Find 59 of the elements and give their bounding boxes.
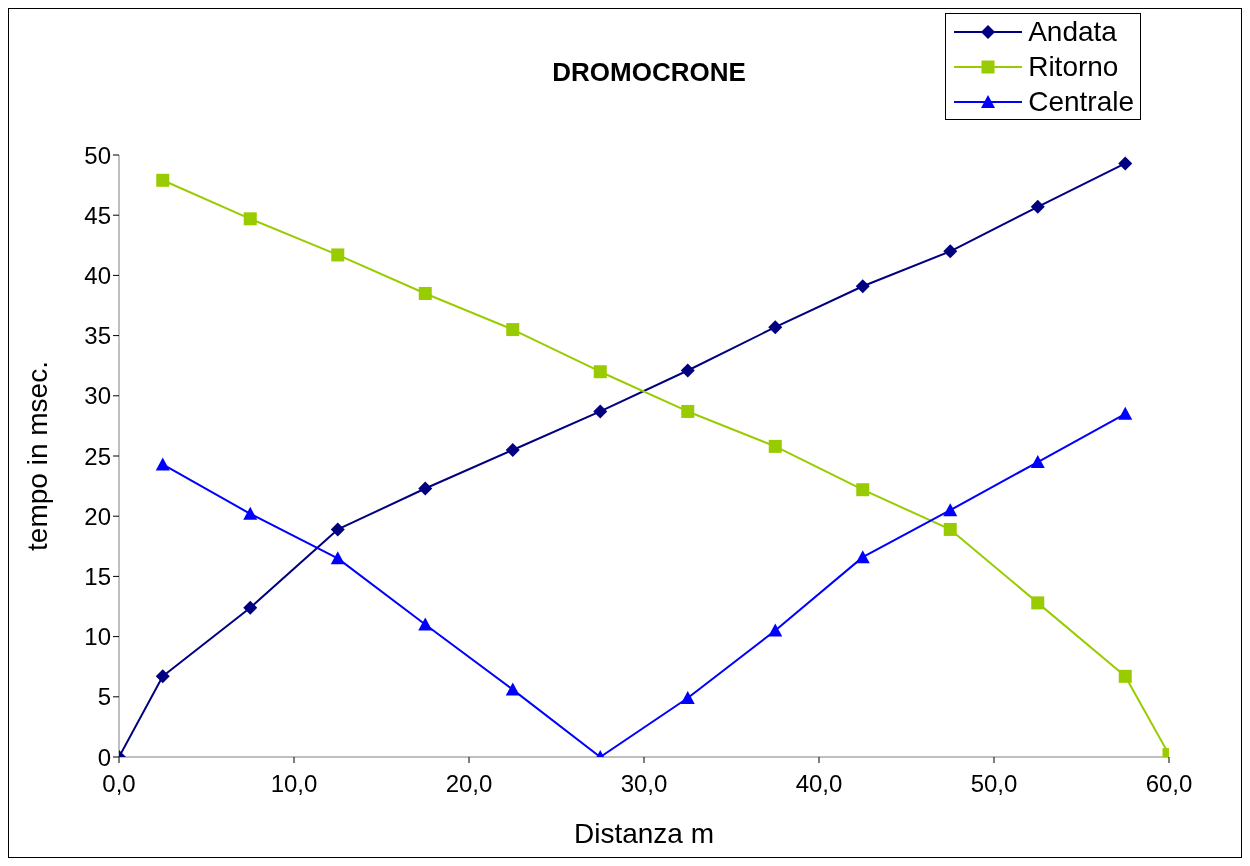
point [768, 320, 783, 335]
point [1030, 455, 1045, 469]
legend-label: Centrale [1028, 85, 1134, 119]
y-tick-label: 30 [84, 382, 111, 410]
point [943, 522, 957, 536]
y-tick-label: 5 [97, 683, 111, 711]
x-tick-label: 0,0 [102, 770, 136, 798]
point [943, 244, 958, 259]
legend-label: Ritorno [1028, 50, 1119, 84]
point [943, 503, 958, 517]
chart-title: DROMOCRONE [551, 57, 747, 88]
point [855, 279, 870, 294]
point [243, 506, 258, 520]
point [331, 248, 345, 262]
x-tick-label: 30,0 [620, 770, 668, 798]
point [418, 286, 432, 300]
point [593, 365, 607, 379]
point [1118, 156, 1133, 171]
point [155, 669, 170, 684]
x-tick-label: 60,0 [1145, 770, 1193, 798]
point [1031, 596, 1045, 610]
x-tick-label: 10,0 [270, 770, 318, 798]
point [681, 404, 695, 418]
y-tick-label: 10 [84, 623, 111, 651]
point [505, 442, 520, 457]
y-tick-label: 25 [84, 442, 111, 470]
y-tick-label: 35 [84, 322, 111, 350]
point [593, 404, 608, 419]
legend-label: Andata [1028, 15, 1117, 49]
point [768, 439, 782, 453]
x-tick-label: 50,0 [970, 770, 1018, 798]
point [505, 682, 520, 696]
x-axis-title: Distanza m [573, 818, 715, 849]
point [768, 623, 783, 637]
point [680, 363, 695, 378]
point [155, 457, 170, 471]
y-tick-label: 20 [84, 502, 111, 530]
y-tick-label: 45 [84, 201, 111, 229]
x-tick-label: 20,0 [445, 770, 493, 798]
y-tick-label: 40 [84, 261, 111, 289]
x-tick-label: 40,0 [795, 770, 843, 798]
y-axis-title: tempo in msec. [21, 361, 53, 551]
point [1118, 406, 1133, 420]
point [330, 522, 345, 537]
y-tick-label: 50 [84, 141, 111, 169]
point [680, 691, 695, 704]
point [1118, 669, 1132, 683]
y-tick-label: 15 [84, 562, 111, 590]
point [506, 323, 520, 337]
point [330, 551, 345, 565]
point [856, 483, 870, 497]
point [1030, 199, 1045, 214]
point [243, 212, 257, 226]
point [855, 550, 870, 564]
point [156, 173, 170, 187]
y-tick-label: 0 [97, 743, 111, 771]
point [243, 600, 258, 615]
point [418, 617, 433, 631]
point [418, 481, 433, 496]
